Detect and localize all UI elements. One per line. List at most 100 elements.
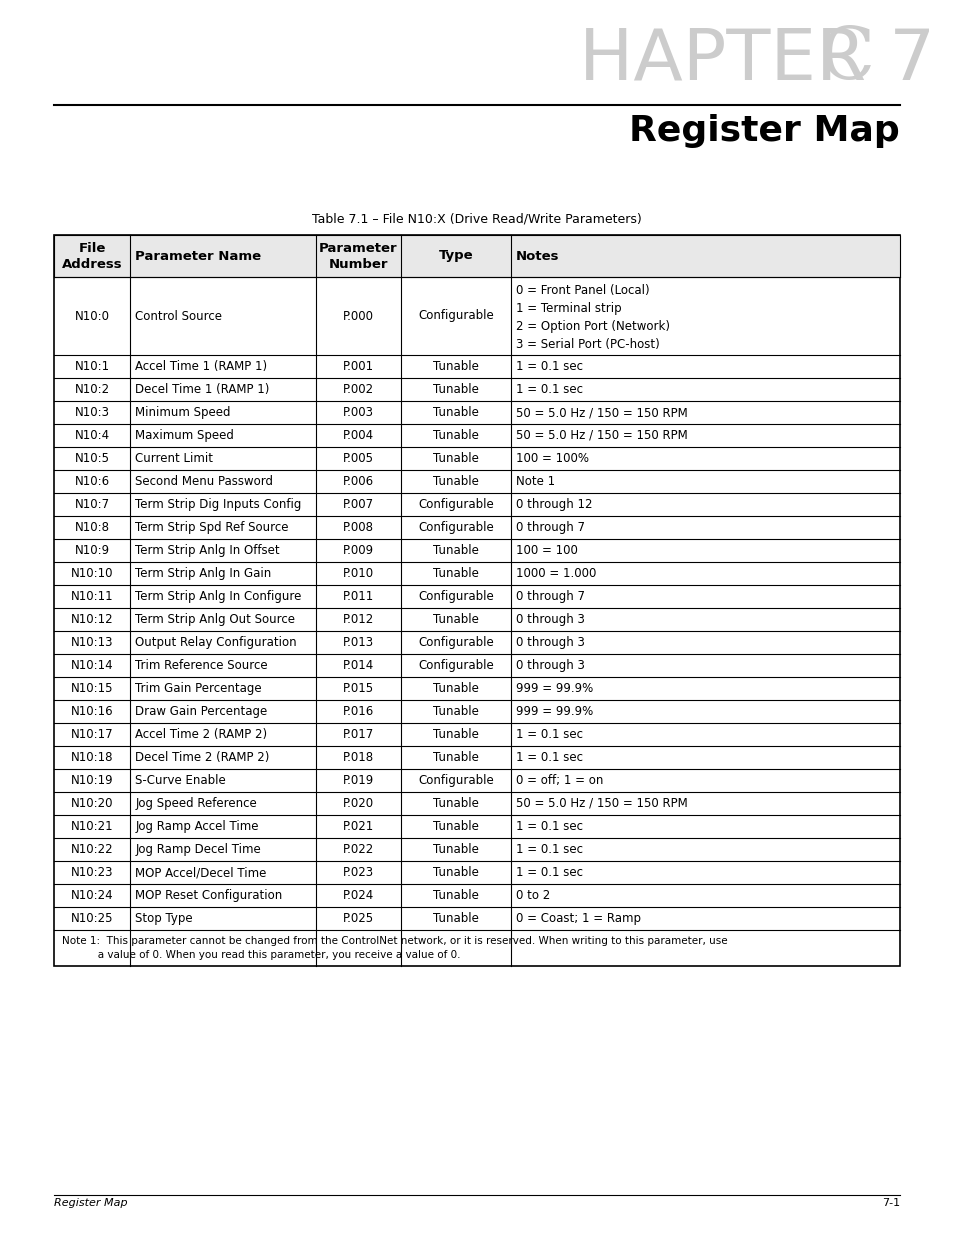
Text: Jog Speed Reference: Jog Speed Reference bbox=[135, 797, 256, 810]
Text: P.003: P.003 bbox=[343, 406, 374, 419]
Text: 1 = 0.1 sec: 1 = 0.1 sec bbox=[516, 844, 582, 856]
Text: Decel Time 1 (RAMP 1): Decel Time 1 (RAMP 1) bbox=[135, 383, 270, 396]
Text: Table 7.1 – File N10:X (Drive Read/Write Parameters): Table 7.1 – File N10:X (Drive Read/Write… bbox=[312, 212, 641, 225]
Text: N10:7: N10:7 bbox=[74, 498, 110, 511]
Text: Tunable: Tunable bbox=[433, 889, 478, 902]
Text: Register Map: Register Map bbox=[629, 114, 899, 148]
Text: Stop Type: Stop Type bbox=[135, 911, 193, 925]
Text: N10:20: N10:20 bbox=[71, 797, 113, 810]
Text: Tunable: Tunable bbox=[433, 705, 478, 718]
Text: P.009: P.009 bbox=[343, 543, 374, 557]
Text: N10:8: N10:8 bbox=[74, 521, 110, 534]
Text: Tunable: Tunable bbox=[433, 613, 478, 626]
Text: 100 = 100: 100 = 100 bbox=[516, 543, 578, 557]
Text: Notes: Notes bbox=[516, 249, 558, 263]
Text: 0 through 7: 0 through 7 bbox=[516, 521, 584, 534]
Text: Jog Ramp Accel Time: Jog Ramp Accel Time bbox=[135, 820, 258, 832]
Text: P.010: P.010 bbox=[343, 567, 374, 580]
Text: N10:14: N10:14 bbox=[71, 659, 113, 672]
Text: N10:16: N10:16 bbox=[71, 705, 113, 718]
Text: P.022: P.022 bbox=[342, 844, 374, 856]
Text: Decel Time 2 (RAMP 2): Decel Time 2 (RAMP 2) bbox=[135, 751, 270, 764]
Text: 1000 = 1.000: 1000 = 1.000 bbox=[516, 567, 596, 580]
Text: P.001: P.001 bbox=[343, 359, 374, 373]
Text: Tunable: Tunable bbox=[433, 797, 478, 810]
Text: P.012: P.012 bbox=[342, 613, 374, 626]
Text: 7-1: 7-1 bbox=[881, 1198, 899, 1208]
Text: P.020: P.020 bbox=[343, 797, 374, 810]
Text: Parameter
Number: Parameter Number bbox=[319, 242, 397, 270]
Text: 0 through 12: 0 through 12 bbox=[516, 498, 592, 511]
Text: Minimum Speed: Minimum Speed bbox=[135, 406, 231, 419]
Text: P.007: P.007 bbox=[343, 498, 374, 511]
Text: 50 = 5.0 Hz / 150 = 150 RPM: 50 = 5.0 Hz / 150 = 150 RPM bbox=[516, 429, 687, 442]
Text: 1 = 0.1 sec: 1 = 0.1 sec bbox=[516, 383, 582, 396]
Text: Tunable: Tunable bbox=[433, 820, 478, 832]
Text: Accel Time 1 (RAMP 1): Accel Time 1 (RAMP 1) bbox=[135, 359, 267, 373]
Text: N10:6: N10:6 bbox=[74, 475, 110, 488]
Text: P.002: P.002 bbox=[343, 383, 374, 396]
Text: 50 = 5.0 Hz / 150 = 150 RPM: 50 = 5.0 Hz / 150 = 150 RPM bbox=[516, 797, 687, 810]
Text: Configurable: Configurable bbox=[417, 590, 494, 603]
Text: P.006: P.006 bbox=[343, 475, 374, 488]
Text: Register Map: Register Map bbox=[54, 1198, 128, 1208]
Text: Trim Reference Source: Trim Reference Source bbox=[135, 659, 268, 672]
Text: P.019: P.019 bbox=[342, 774, 374, 787]
Text: S-Curve Enable: S-Curve Enable bbox=[135, 774, 226, 787]
Text: 0 = off; 1 = on: 0 = off; 1 = on bbox=[516, 774, 602, 787]
Text: N10:13: N10:13 bbox=[71, 636, 113, 650]
Text: N10:9: N10:9 bbox=[74, 543, 110, 557]
Text: 1 = 0.1 sec: 1 = 0.1 sec bbox=[516, 727, 582, 741]
Text: 999 = 99.9%: 999 = 99.9% bbox=[516, 682, 593, 695]
Text: 0 through 7: 0 through 7 bbox=[516, 590, 584, 603]
Text: P.023: P.023 bbox=[343, 866, 374, 879]
Text: Configurable: Configurable bbox=[417, 659, 494, 672]
Text: Term Strip Anlg Out Source: Term Strip Anlg Out Source bbox=[135, 613, 294, 626]
Text: 100 = 100%: 100 = 100% bbox=[516, 452, 588, 466]
Text: P.017: P.017 bbox=[342, 727, 374, 741]
Text: N10:22: N10:22 bbox=[71, 844, 113, 856]
Text: Tunable: Tunable bbox=[433, 682, 478, 695]
Text: N10:21: N10:21 bbox=[71, 820, 113, 832]
Text: Accel Time 2 (RAMP 2): Accel Time 2 (RAMP 2) bbox=[135, 727, 267, 741]
Text: Configurable: Configurable bbox=[417, 498, 494, 511]
Text: N10:24: N10:24 bbox=[71, 889, 113, 902]
Text: N10:15: N10:15 bbox=[71, 682, 113, 695]
Text: Tunable: Tunable bbox=[433, 383, 478, 396]
Text: 0 through 3: 0 through 3 bbox=[516, 636, 584, 650]
Text: P.013: P.013 bbox=[343, 636, 374, 650]
Text: Term Strip Spd Ref Source: Term Strip Spd Ref Source bbox=[135, 521, 289, 534]
Text: N10:23: N10:23 bbox=[71, 866, 113, 879]
Text: N10:0: N10:0 bbox=[74, 310, 110, 322]
Text: Parameter Name: Parameter Name bbox=[135, 249, 261, 263]
Text: N10:11: N10:11 bbox=[71, 590, 113, 603]
Text: N10:17: N10:17 bbox=[71, 727, 113, 741]
Text: 1 = 0.1 sec: 1 = 0.1 sec bbox=[516, 359, 582, 373]
Text: N10:19: N10:19 bbox=[71, 774, 113, 787]
Text: HAPTER 7: HAPTER 7 bbox=[578, 26, 934, 95]
Text: N10:4: N10:4 bbox=[74, 429, 110, 442]
Text: N10:12: N10:12 bbox=[71, 613, 113, 626]
Text: Configurable: Configurable bbox=[417, 521, 494, 534]
Text: Tunable: Tunable bbox=[433, 429, 478, 442]
Text: 1 = 0.1 sec: 1 = 0.1 sec bbox=[516, 820, 582, 832]
Text: P.011: P.011 bbox=[342, 590, 374, 603]
Text: N10:1: N10:1 bbox=[74, 359, 110, 373]
Text: 0 through 3: 0 through 3 bbox=[516, 659, 584, 672]
Text: N10:5: N10:5 bbox=[74, 452, 110, 466]
Text: P.008: P.008 bbox=[343, 521, 374, 534]
Text: P.000: P.000 bbox=[343, 310, 374, 322]
Text: Note 1:  This parameter cannot be changed from the ControlNet network, or it is : Note 1: This parameter cannot be changed… bbox=[62, 936, 727, 960]
Text: MOP Accel/Decel Time: MOP Accel/Decel Time bbox=[135, 866, 266, 879]
Text: N10:10: N10:10 bbox=[71, 567, 113, 580]
Text: Jog Ramp Decel Time: Jog Ramp Decel Time bbox=[135, 844, 260, 856]
Text: MOP Reset Configuration: MOP Reset Configuration bbox=[135, 889, 282, 902]
Text: P.021: P.021 bbox=[342, 820, 374, 832]
Text: Second Menu Password: Second Menu Password bbox=[135, 475, 273, 488]
Text: P.025: P.025 bbox=[343, 911, 374, 925]
Text: N10:3: N10:3 bbox=[74, 406, 110, 419]
Text: 50 = 5.0 Hz / 150 = 150 RPM: 50 = 5.0 Hz / 150 = 150 RPM bbox=[516, 406, 687, 419]
Text: Term Strip Dig Inputs Config: Term Strip Dig Inputs Config bbox=[135, 498, 301, 511]
Text: Maximum Speed: Maximum Speed bbox=[135, 429, 233, 442]
Text: P.014: P.014 bbox=[342, 659, 374, 672]
